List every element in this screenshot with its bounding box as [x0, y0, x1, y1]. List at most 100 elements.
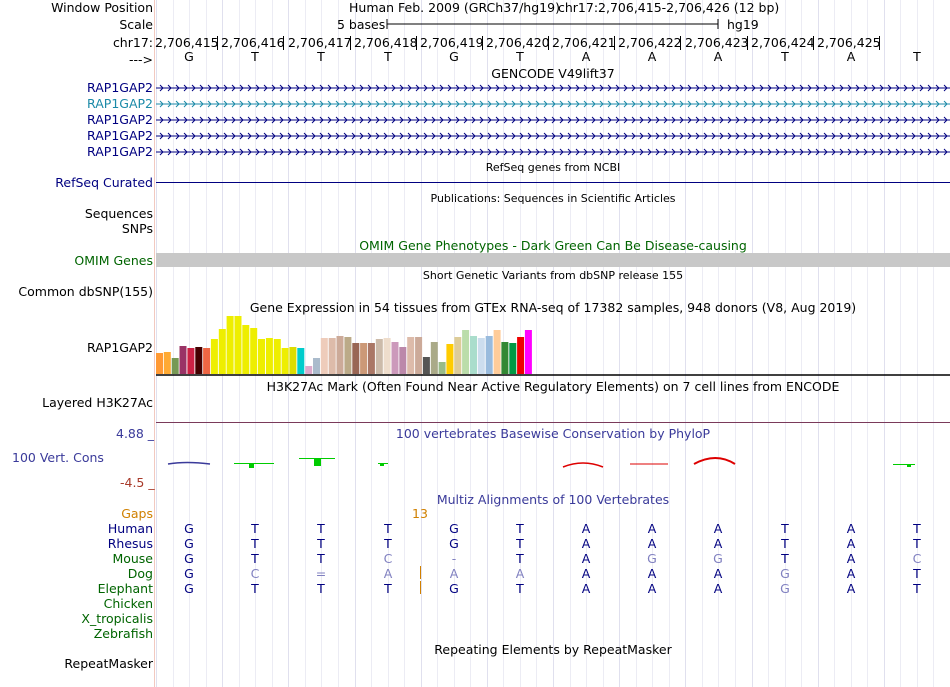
grid-line — [206, 0, 207, 687]
gtex-tissue-bar[interactable] — [281, 348, 289, 374]
gaps-label: Gaps — [121, 506, 153, 521]
phylop-signal[interactable] — [156, 450, 950, 472]
multiz-species-label[interactable]: Dog — [127, 566, 153, 581]
gtex-tissue-bar[interactable] — [422, 357, 430, 374]
h3k27ac-track-label[interactable]: Layered H3K27Ac — [42, 395, 153, 410]
multiz-species-label[interactable]: Mouse — [112, 551, 153, 566]
gtex-tissue-bar[interactable] — [265, 338, 273, 374]
gencode-transcript-label[interactable]: RAP1GAP2 — [87, 96, 153, 111]
gencode-transcript-line[interactable] — [156, 131, 950, 141]
gtex-tissue-bar[interactable] — [250, 328, 258, 374]
alignment-base: A — [713, 566, 723, 581]
gtex-tissue-bar[interactable] — [367, 343, 375, 374]
gtex-tissue-bar[interactable] — [163, 352, 171, 374]
gtex-tissue-bar[interactable] — [305, 366, 313, 374]
gtex-tissue-bar[interactable] — [391, 342, 399, 374]
dbsnp-track-label[interactable]: Common dbSNP(155) — [18, 284, 153, 299]
gencode-transcript-line[interactable] — [156, 83, 950, 93]
gtex-tissue-bar[interactable] — [273, 339, 281, 374]
gtex-tissue-bar[interactable] — [509, 343, 517, 374]
alignment-base: T — [781, 536, 789, 551]
multiz-species-label[interactable]: Human — [107, 521, 153, 536]
gtex-tissue-bar[interactable] — [375, 339, 383, 374]
alignment-base: A — [846, 566, 856, 581]
gencode-transcript-label[interactable]: RAP1GAP2 — [87, 144, 153, 159]
sequences-label[interactable]: Sequences — [84, 206, 153, 221]
gtex-tissue-bar[interactable] — [336, 336, 344, 374]
gtex-tissue-bar[interactable] — [485, 336, 493, 374]
phylop-track-label[interactable]: 100 Vert. Cons — [12, 450, 104, 465]
gtex-tissue-bar[interactable] — [399, 347, 407, 374]
gencode-transcript-line[interactable] — [156, 115, 950, 125]
alignment-base: - — [451, 551, 457, 566]
snps-label[interactable]: SNPs — [121, 221, 153, 236]
gtex-tissue-bar[interactable] — [242, 325, 250, 374]
gtex-tissue-bar[interactable] — [313, 358, 320, 374]
gtex-tissue-bar[interactable] — [470, 336, 477, 374]
alignment-base: A — [581, 551, 591, 566]
gtex-track-title: Gene Expression in 54 tissues from GTEx … — [249, 300, 857, 315]
coordinate-tick — [680, 36, 681, 50]
alignment-base: G — [184, 581, 194, 596]
gtex-tissue-bar[interactable] — [352, 343, 360, 374]
gtex-tissue-bar[interactable] — [517, 337, 525, 374]
gtex-tissue-bar[interactable] — [179, 346, 187, 374]
gtex-tissue-bar[interactable] — [226, 316, 234, 374]
gtex-tissue-bar[interactable] — [328, 338, 336, 374]
gtex-tissue-bar[interactable] — [360, 343, 368, 374]
grid-line — [933, 0, 934, 687]
alignment-base: T — [516, 536, 524, 551]
gencode-transcript-line[interactable] — [156, 147, 950, 157]
repeatmasker-track-label[interactable]: RepeatMasker — [64, 656, 153, 671]
refseq-gene-line[interactable] — [156, 182, 950, 183]
gtex-tissue-bar[interactable] — [218, 329, 226, 374]
gtex-tissue-bar[interactable] — [289, 347, 297, 374]
multiz-species-label[interactable]: Zebrafish — [93, 626, 153, 641]
grid-line — [669, 0, 670, 687]
coordinate-tick — [416, 36, 417, 50]
gtex-bar-chart[interactable] — [156, 315, 950, 377]
gtex-tissue-bar[interactable] — [407, 337, 415, 374]
omim-gene-bar[interactable] — [156, 253, 950, 267]
gtex-tissue-bar[interactable] — [383, 338, 391, 374]
coordinate-tick — [350, 36, 351, 50]
gencode-transcript-line[interactable] — [156, 99, 950, 109]
gencode-transcript-label[interactable]: RAP1GAP2 — [87, 112, 153, 127]
gtex-tissue-bar[interactable] — [477, 338, 485, 374]
gtex-tissue-bar[interactable] — [524, 330, 532, 374]
omim-track-label[interactable]: OMIM Genes — [74, 253, 153, 268]
gtex-tissue-bar[interactable] — [187, 348, 195, 374]
gtex-tissue-bar[interactable] — [210, 339, 218, 374]
gtex-tissue-bar[interactable] — [171, 358, 179, 374]
gtex-tissue-bar[interactable] — [430, 342, 438, 374]
gtex-tissue-bar[interactable] — [446, 344, 454, 374]
gtex-tissue-bar[interactable] — [203, 348, 211, 374]
alignment-base: A — [383, 566, 393, 581]
multiz-species-label[interactable]: Chicken — [103, 596, 153, 611]
gtex-tissue-bar[interactable] — [415, 337, 423, 374]
gencode-transcript-label[interactable]: RAP1GAP2 — [87, 80, 153, 95]
gtex-tissue-bar[interactable] — [454, 337, 462, 374]
refseq-track-label[interactable]: RefSeq Curated — [55, 175, 153, 190]
gencode-transcript-label[interactable]: RAP1GAP2 — [87, 128, 153, 143]
gtex-tissue-bar[interactable] — [195, 347, 203, 374]
gtex-tissue-bar[interactable] — [320, 338, 328, 374]
multiz-species-label[interactable]: Elephant — [97, 581, 153, 596]
alignment-base: A — [515, 566, 525, 581]
grid-line — [570, 0, 571, 687]
gtex-tissue-bar[interactable] — [344, 337, 352, 374]
alignment-base: = — [315, 566, 327, 581]
gtex-tissue-bar[interactable] — [462, 330, 470, 374]
gtex-track-label[interactable]: RAP1GAP2 — [87, 340, 153, 355]
grid-line — [917, 0, 918, 687]
gtex-tissue-bar[interactable] — [493, 330, 501, 374]
gtex-tissue-bar[interactable] — [156, 353, 163, 374]
gtex-tissue-bar[interactable] — [258, 339, 265, 374]
gtex-tissue-bar[interactable] — [234, 316, 242, 374]
multiz-species-label[interactable]: Rhesus — [107, 536, 153, 551]
gtex-tissue-bar[interactable] — [438, 362, 446, 374]
coordinate-tick — [747, 36, 748, 50]
gtex-tissue-bar[interactable] — [297, 348, 305, 374]
gtex-tissue-bar[interactable] — [501, 342, 509, 374]
multiz-species-label[interactable]: X_tropicalis — [81, 611, 153, 626]
